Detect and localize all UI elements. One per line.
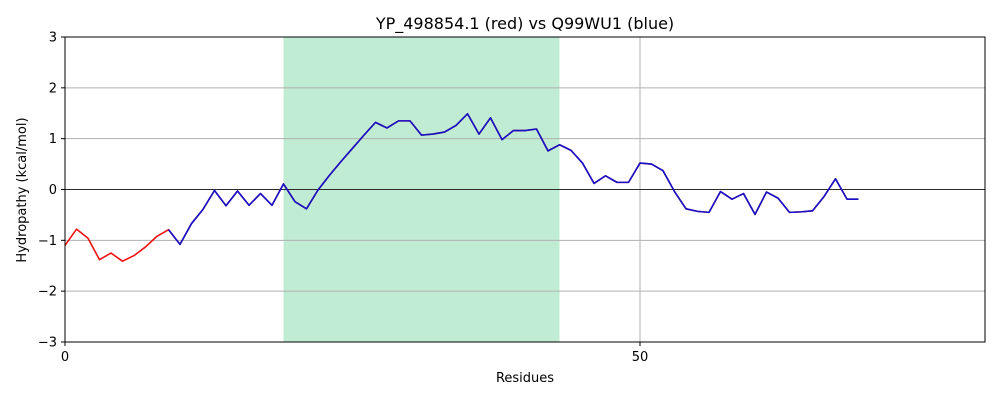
y-tick-label: 2 xyxy=(49,81,57,96)
chart-title: YP_498854.1 (red) vs Q99WU1 (blue) xyxy=(375,14,674,34)
y-tick-label: −3 xyxy=(38,336,57,351)
y-tick-label: −2 xyxy=(38,285,57,300)
y-tick-label: −1 xyxy=(38,234,57,249)
y-tick-label: 3 xyxy=(49,31,57,46)
y-tick-label: 1 xyxy=(49,132,57,147)
x-axis-label: Residues xyxy=(496,371,554,386)
y-tick-label: 0 xyxy=(49,183,57,198)
x-tick-label: 50 xyxy=(632,350,649,365)
y-axis-label: Hydropathy (kcal/mol) xyxy=(15,117,30,262)
x-tick-label: 0 xyxy=(61,350,69,365)
series-line-2 xyxy=(167,112,859,246)
